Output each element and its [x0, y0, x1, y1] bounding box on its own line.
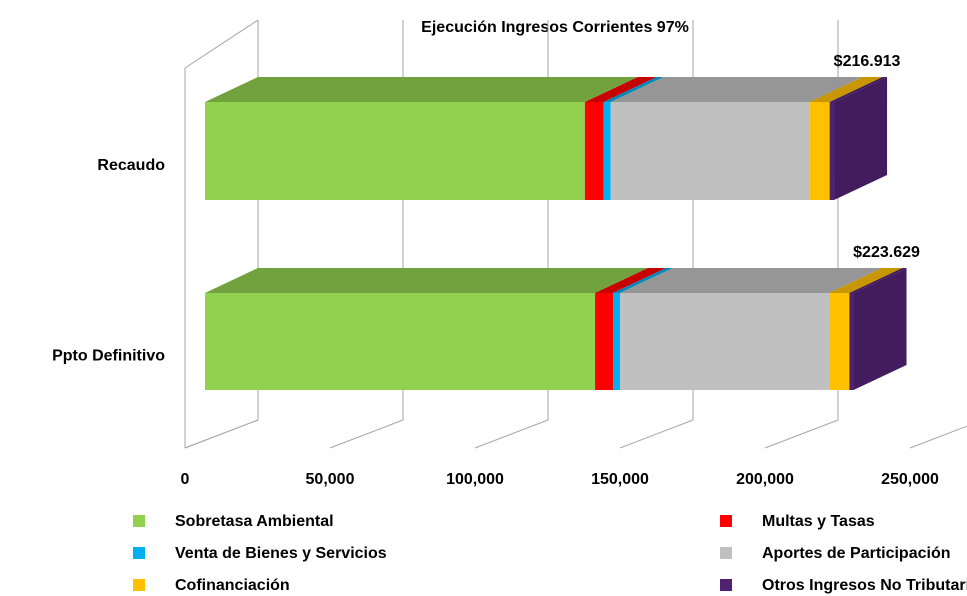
bar-face [829, 293, 850, 390]
bar-face [809, 77, 883, 102]
legend-label: Otros Ingresos No Tributarios [762, 577, 967, 594]
bar-face [849, 293, 854, 390]
bar-segment [603, 77, 664, 200]
bar-face [610, 77, 863, 102]
bar-segment [595, 268, 667, 390]
bar-face [610, 102, 810, 200]
bar-face [613, 268, 673, 293]
bar-face [205, 102, 585, 200]
category-label: Ppto Definitivo [52, 348, 165, 365]
x-tick-label: 150,000 [591, 471, 649, 488]
x-tick-label: 100,000 [446, 471, 504, 488]
chart-title: Ejecución Ingresos Corrientes 97% [421, 19, 689, 36]
bar-face [584, 77, 657, 102]
total-label: $223.629 [853, 244, 920, 261]
bar-segment [584, 77, 657, 200]
bar-face [603, 102, 611, 200]
wall-edge [184, 19, 259, 448]
bar-face [603, 77, 664, 102]
bar-face [595, 293, 614, 390]
total-label: $216.913 [834, 53, 901, 70]
x-tick-label: 250,000 [881, 471, 939, 488]
bar-segment [610, 77, 863, 200]
bar-face [849, 268, 907, 293]
bar-segment [205, 268, 649, 390]
bar-face [595, 268, 667, 293]
x-tick-label: 50,000 [306, 471, 355, 488]
category-label: Recaudo [97, 157, 165, 174]
bar-face [205, 268, 649, 293]
bar-segment [809, 77, 883, 200]
legend-swatch [720, 579, 732, 591]
legend-label: Cofinanciación [175, 577, 290, 594]
grid-line [909, 425, 967, 449]
bar-face [829, 268, 903, 293]
bar-face [853, 268, 907, 390]
bar-segment [205, 77, 638, 200]
bar-segment [829, 77, 888, 200]
legend-swatch [133, 579, 145, 591]
bar-face [584, 102, 604, 200]
bar-face [834, 77, 888, 200]
legend-label: Aportes de Participación [762, 545, 951, 562]
bar-segment [849, 268, 907, 390]
legend-label: Sobretasa Ambiental [175, 513, 334, 530]
bar-face [829, 102, 835, 200]
bar-face [205, 293, 596, 390]
bar-face [619, 268, 883, 293]
bar-segment [829, 268, 903, 390]
bar-segment [613, 268, 673, 390]
bar-face [809, 102, 830, 200]
bar-face [613, 293, 620, 390]
bar-face [205, 77, 638, 102]
legend-swatch [133, 547, 145, 559]
legend-label: Venta de Bienes y Servicios [175, 545, 387, 562]
x-tick-label: 0 [181, 471, 190, 488]
bar-face [619, 293, 830, 390]
legend-swatch [720, 547, 732, 559]
legend-swatch [133, 515, 145, 527]
legend-swatch [720, 515, 732, 527]
bar-face [829, 77, 888, 102]
legend-label: Multas y Tasas [762, 513, 875, 530]
x-tick-label: 200,000 [736, 471, 794, 488]
bar-segment [619, 268, 883, 390]
